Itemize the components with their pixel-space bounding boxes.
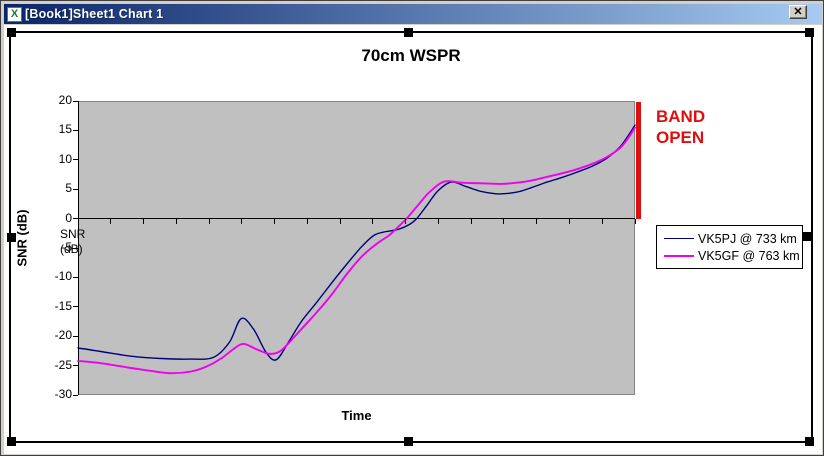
y-axis-title[interactable]: SNR (dB) bbox=[14, 209, 30, 267]
x-axis-tick bbox=[470, 219, 472, 224]
band-open-bar[interactable] bbox=[636, 102, 641, 219]
legend-label: VK5GF @ 763 km bbox=[698, 248, 800, 263]
legend-line-sample bbox=[664, 254, 694, 257]
y-axis-tick-label: 10 bbox=[58, 151, 72, 166]
y-axis-tick-label: -25 bbox=[54, 357, 72, 372]
series-line-vk5gf[interactable] bbox=[77, 126, 636, 375]
selection-handle-middle-left[interactable] bbox=[7, 233, 16, 242]
x-axis-tick bbox=[241, 219, 243, 224]
band-open-label[interactable]: BAND OPEN bbox=[656, 106, 705, 148]
y-axis-tick-label: -10 bbox=[54, 269, 72, 284]
excel-app-icon: X bbox=[7, 6, 22, 22]
x-axis-tick bbox=[372, 219, 374, 224]
y-axis-tick bbox=[73, 129, 78, 131]
x-axis-tick bbox=[143, 219, 145, 224]
x-axis-tick bbox=[536, 219, 538, 224]
band-open-label-line1: BAND bbox=[656, 107, 706, 126]
x-axis-zero-line bbox=[78, 218, 635, 219]
y-axis-tick-label: -15 bbox=[54, 298, 72, 313]
plot-area[interactable] bbox=[78, 101, 635, 395]
close-button[interactable]: ✕ bbox=[789, 5, 807, 19]
x-axis-tick bbox=[274, 219, 276, 224]
legend-label: VK5PJ @ 733 km bbox=[698, 231, 797, 246]
legend-item[interactable]: VK5PJ @ 733 km bbox=[664, 231, 798, 247]
x-axis-tick bbox=[437, 219, 439, 224]
window-title: [Book1]Sheet1 Chart 1 bbox=[25, 7, 164, 21]
selection-handle-bottom-middle[interactable] bbox=[404, 437, 413, 446]
x-axis-tick bbox=[306, 219, 308, 224]
x-axis-tick bbox=[339, 219, 341, 224]
legend-line-sample bbox=[664, 238, 694, 239]
selection-handle-top-left[interactable] bbox=[7, 28, 16, 37]
y-axis-tick bbox=[73, 159, 78, 161]
y-axis-tick-label: 15 bbox=[58, 122, 72, 137]
y-axis-tick bbox=[73, 100, 78, 102]
x-axis-tick bbox=[175, 219, 177, 224]
floating-axis-label-line2: (dB) bbox=[60, 242, 83, 256]
x-axis-tick bbox=[405, 219, 407, 224]
y-axis-tick-label: -20 bbox=[54, 328, 72, 343]
y-axis-tick bbox=[73, 335, 78, 337]
y-axis-line bbox=[78, 101, 79, 395]
y-axis-tick bbox=[73, 306, 78, 308]
y-axis-tick bbox=[73, 365, 78, 367]
y-axis-tick-label: 5 bbox=[65, 181, 72, 196]
selection-handle-top-right[interactable] bbox=[805, 28, 814, 37]
floating-axis-label-line1: SNR bbox=[60, 227, 86, 241]
selection-handle-bottom-right[interactable] bbox=[805, 437, 814, 446]
y-axis-tick bbox=[73, 218, 78, 220]
close-icon: ✕ bbox=[793, 6, 803, 18]
y-axis-tick-label: 0 bbox=[65, 210, 72, 225]
legend[interactable]: VK5PJ @ 733 km VK5GF @ 763 km bbox=[656, 225, 803, 269]
y-axis-tick bbox=[73, 247, 78, 249]
series-line-vk5pj[interactable] bbox=[77, 124, 636, 361]
series-lines-canvas bbox=[77, 124, 636, 375]
y-axis-tick bbox=[73, 188, 78, 190]
legend-item[interactable]: VK5GF @ 763 km bbox=[664, 248, 800, 264]
floating-axis-label[interactable]: SNR (dB) bbox=[60, 227, 85, 257]
chart-title[interactable]: 70cm WSPR bbox=[361, 46, 461, 65]
title-bar[interactable]: X [Book1]Sheet1 Chart 1 bbox=[4, 4, 822, 24]
selection-handle-bottom-left[interactable] bbox=[7, 437, 16, 446]
x-axis-tick bbox=[208, 219, 210, 224]
x-axis-tick bbox=[110, 219, 112, 224]
y-axis-tick bbox=[73, 276, 78, 278]
selection-handle-top-middle[interactable] bbox=[404, 28, 413, 37]
x-axis-tick bbox=[601, 219, 603, 224]
x-axis-tick bbox=[503, 219, 505, 224]
x-axis-tick bbox=[568, 219, 570, 224]
y-axis-tick-label: -5 bbox=[61, 240, 72, 254]
y-axis-tick-label: -30 bbox=[54, 387, 72, 401]
y-axis-tick-label: 20 bbox=[58, 93, 72, 107]
band-open-label-line2: OPEN bbox=[656, 128, 705, 147]
selection-handle-middle-right[interactable] bbox=[802, 232, 811, 241]
x-axis-tick bbox=[634, 219, 636, 224]
y-axis-tick bbox=[73, 394, 78, 396]
x-axis-tick bbox=[77, 219, 79, 224]
x-axis-title[interactable]: Time bbox=[341, 408, 372, 423]
